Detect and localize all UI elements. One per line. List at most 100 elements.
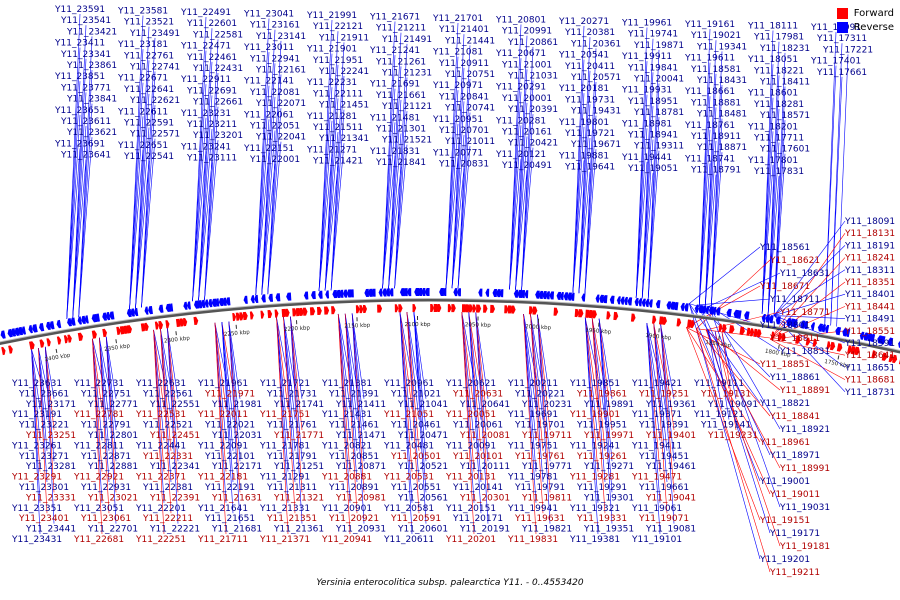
gene-label-lower: Y11_20471	[397, 431, 448, 441]
gene-label-right: Y11_19181	[779, 542, 830, 552]
gene-label-upper: Y11_22911	[180, 75, 231, 85]
reverse-gene-arrow	[761, 313, 766, 323]
reverse-connector	[399, 312, 413, 535]
gene-label-upper: Y11_19341	[696, 42, 747, 52]
gene-label-lower: Y11_21641	[197, 504, 248, 514]
reverse-gene-arrow	[346, 289, 352, 298]
gene-label-right: Y11_18311	[844, 266, 895, 276]
reverse-connector	[267, 141, 282, 295]
gene-label-lower: Y11_22521	[142, 421, 193, 431]
reverse-connector	[704, 73, 717, 306]
reverse-connector	[509, 158, 522, 290]
gene-label-upper: Y11_19441	[621, 153, 672, 163]
forward-gene-arrow	[56, 336, 62, 345]
forward-connector	[221, 322, 234, 389]
forward-connector	[468, 312, 482, 389]
reverse-connector	[707, 330, 723, 379]
gene-labels: Y11_23591Y11_23541Y11_23421Y11_23411Y11_…	[11, 5, 895, 578]
reverse-connector	[337, 313, 351, 410]
reverse-gene-arrow	[859, 331, 865, 340]
reverse-connector	[584, 317, 599, 535]
gene-label-lower: Y11_20081	[459, 431, 510, 441]
reverse-connector	[267, 108, 282, 295]
gene-label-upper: Y11_18111	[747, 22, 798, 32]
reverse-connector	[646, 322, 661, 410]
reverse-connector	[344, 313, 358, 483]
reverse-connector	[773, 120, 786, 316]
gene-label-lower: Y11_22251	[135, 535, 186, 545]
reverse-connector	[578, 104, 591, 294]
gene-label-lower: Y11_20091	[445, 441, 496, 451]
forward-connector	[591, 318, 606, 514]
gene-label-upper: Y11_22621	[129, 96, 180, 106]
gene-label-right: Y11_18841	[769, 412, 820, 422]
gene-label-upper: Y11_22651	[117, 141, 168, 151]
gene-label-upper: Y11_23111	[186, 154, 237, 164]
reverse-connector	[318, 53, 333, 291]
scale-tick-label: 2250 kbp	[224, 330, 251, 338]
forward-connector	[337, 313, 351, 472]
gene-label-upper: Y11_18571	[759, 111, 810, 121]
forward-gene-arrow	[746, 327, 752, 336]
reverse-connector	[774, 315, 846, 319]
reverse-gene-arrow	[261, 294, 266, 303]
gene-label-lower: Y11_20171	[452, 514, 503, 524]
reverse-connector	[521, 147, 534, 290]
forward-gene-arrow	[116, 326, 121, 335]
forward-connector	[705, 329, 781, 391]
gene-label-lower: Y11_19391	[638, 421, 689, 431]
reverse-connector	[830, 76, 843, 326]
forward-gene-arrow	[63, 335, 69, 344]
gene-label-lower: Y11_23221	[18, 421, 69, 431]
forward-gene-arrow	[888, 353, 894, 363]
gene-label-upper: Y11_20491	[501, 161, 552, 171]
reverse-connector	[66, 47, 81, 319]
reverse-connector	[141, 138, 156, 308]
gene-label-lower: Y11_20621	[445, 379, 496, 389]
gene-label-lower: Y11_23261	[11, 441, 62, 451]
forward-connector	[44, 346, 55, 431]
scale-tick	[55, 348, 58, 354]
reverse-gene-arrow	[786, 317, 792, 327]
forward-gene-arrow	[242, 311, 248, 321]
gene-label-upper: Y11_22491	[180, 8, 231, 18]
reverse-connector	[699, 298, 771, 306]
reverse-connector	[767, 142, 780, 315]
gene-label-upper: Y11_18411	[759, 78, 810, 88]
forward-gene-arrow	[398, 304, 403, 313]
gene-label-lower: Y11_20921	[328, 514, 379, 524]
reverse-gene-arrow	[268, 293, 274, 302]
reverse-connector	[598, 318, 613, 493]
reverse-gene-arrow	[563, 292, 569, 301]
gene-label-lower: Y11_19791	[514, 483, 565, 493]
reverse-connector	[31, 349, 41, 535]
reverse-connector	[38, 348, 48, 451]
gene-label-lower: Y11_20611	[383, 535, 434, 545]
reverse-connector	[461, 312, 475, 441]
reverse-connector	[394, 77, 408, 289]
reverse-gene-arrow	[286, 292, 292, 301]
reverse-connector	[773, 153, 786, 316]
gene-label-lower: Y11_20461	[390, 421, 441, 431]
gene-label-upper: Y11_18601	[747, 89, 798, 99]
forward-connector	[721, 331, 737, 431]
reverse-gene-arrow	[407, 288, 412, 297]
gene-label-upper: Y11_21441	[444, 36, 495, 46]
scale-tick-label: 1900 kbp	[645, 333, 672, 342]
gene-label-lower: Y11_19891	[583, 400, 634, 410]
gene-label-lower: Y11_22931	[80, 483, 131, 493]
reverse-gene-arrow	[148, 305, 153, 315]
forward-connector	[153, 329, 165, 535]
reverse-gene-arrow	[254, 294, 259, 304]
forward-gene-arrow	[29, 341, 35, 350]
gene-label-lower: Y11_20201	[445, 535, 496, 545]
reverse-gene-arrow	[318, 290, 323, 299]
gene-label-lower: Y11_19691	[507, 410, 558, 420]
gene-label-upper: Y11_18951	[627, 97, 678, 107]
reverse-connector	[72, 125, 87, 318]
gene-label-lower: Y11_21251	[273, 462, 324, 472]
gene-label-upper: Y11_18741	[684, 154, 735, 164]
reverse-connector	[475, 312, 489, 462]
gene-label-right: Y11_18811	[769, 334, 820, 344]
